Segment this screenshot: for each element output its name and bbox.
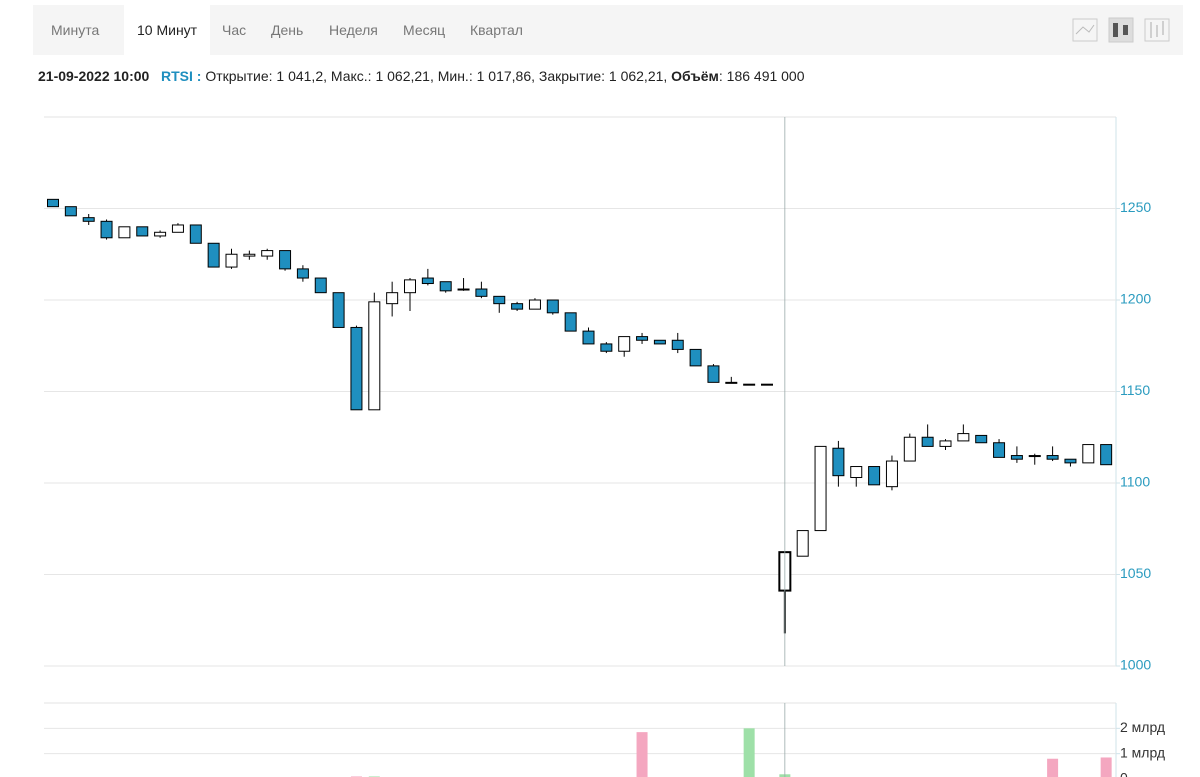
candle-body xyxy=(939,440,952,447)
info-line: 21-09-2022 10:00 RTSI : Открытие: 1 041,… xyxy=(38,68,805,84)
candle-body xyxy=(707,365,720,383)
candle-body xyxy=(832,447,845,477)
candle-body xyxy=(225,253,238,268)
candle-body xyxy=(796,530,809,557)
candle-body xyxy=(82,217,95,222)
candle-body xyxy=(725,381,738,384)
y-tick-label: 1150 xyxy=(1120,382,1150,398)
tab[interactable]: Квартал xyxy=(470,22,523,38)
candle-body xyxy=(921,436,934,447)
candle-body xyxy=(368,301,381,411)
y-tick-label: 2 млрд xyxy=(1120,719,1165,735)
candle-body xyxy=(332,292,345,328)
candle-body xyxy=(1082,444,1095,464)
candle-body xyxy=(118,226,131,239)
candle-icon[interactable] xyxy=(1108,17,1134,43)
volume-label: Объём xyxy=(671,68,719,84)
candle-body xyxy=(207,242,220,268)
candle-body xyxy=(1100,444,1113,466)
line-icon-glyph xyxy=(1075,24,1095,35)
candle-body xyxy=(903,436,916,462)
bar-icon[interactable] xyxy=(1144,18,1170,42)
candle-body xyxy=(671,339,684,350)
candle-body xyxy=(885,460,898,488)
bar-icon-glyph xyxy=(1150,21,1164,38)
candle-icon-glyph xyxy=(1113,23,1118,37)
candle-body xyxy=(600,343,613,352)
candle-body xyxy=(64,206,77,217)
candle-body xyxy=(1046,455,1059,460)
tab[interactable]: Месяц xyxy=(403,22,446,38)
candle-body xyxy=(689,348,702,367)
candle-body xyxy=(618,336,631,352)
tab[interactable]: 10 Минут xyxy=(124,5,211,55)
y-tick-label: 1000 xyxy=(1120,657,1151,673)
candle-body xyxy=(243,253,256,257)
candle-body xyxy=(528,299,541,310)
y-tick-label: 1200 xyxy=(1120,291,1151,307)
candle-body xyxy=(350,326,363,411)
tab[interactable]: Неделя xyxy=(329,22,378,38)
candle-body xyxy=(386,292,399,305)
datetime: 21-09-2022 10:00 xyxy=(38,68,150,84)
candle-body xyxy=(261,250,274,257)
candle-body xyxy=(850,466,863,479)
candle-body xyxy=(47,198,59,208)
candle-body xyxy=(404,279,416,294)
candle-body xyxy=(653,339,666,345)
toolbar xyxy=(33,5,1183,55)
ticker: RTSI : xyxy=(160,68,202,84)
y-tick-label: 1050 xyxy=(1120,565,1151,581)
candle-body xyxy=(136,226,149,237)
volume-bar xyxy=(1047,758,1059,777)
candle-body xyxy=(814,445,827,532)
candle-body xyxy=(743,383,756,386)
volume-bar xyxy=(743,728,755,777)
candle-body xyxy=(636,336,649,341)
tab[interactable]: Минута xyxy=(51,22,100,38)
candle-body xyxy=(493,295,506,305)
y-tick-label: 1 млрд xyxy=(1120,744,1165,760)
candle-body xyxy=(1064,458,1077,464)
ohlc-details: Открытие: 1 041,2, Макс.: 1 062,21, Мин.… xyxy=(205,68,668,84)
candle-body xyxy=(957,433,970,442)
view-icons xyxy=(1072,17,1170,43)
line-icon[interactable] xyxy=(1072,18,1098,42)
candle-body xyxy=(868,466,881,486)
candle-body xyxy=(1028,455,1041,458)
candle-body xyxy=(475,288,488,297)
tab[interactable]: Час xyxy=(222,22,247,38)
candle-body xyxy=(761,383,773,386)
y-tick-label: 1250 xyxy=(1120,199,1151,215)
candle-body xyxy=(564,312,577,332)
y-tick-label: 1100 xyxy=(1120,474,1150,490)
candle-body xyxy=(439,281,452,292)
candle-body xyxy=(171,224,184,233)
volume-bar xyxy=(636,732,648,777)
candle-body xyxy=(993,442,1006,458)
candle-body xyxy=(154,231,167,237)
candle-body xyxy=(296,268,309,279)
candle-body xyxy=(457,288,470,291)
candle-body xyxy=(546,299,559,314)
candle-body xyxy=(421,277,434,285)
candle-body xyxy=(511,303,524,310)
candle-body xyxy=(100,220,113,239)
volume-bar xyxy=(1100,757,1112,777)
candle-body xyxy=(314,277,327,294)
y-tick-label: 0 xyxy=(1120,770,1128,777)
candle-body xyxy=(975,434,988,444)
candle-body xyxy=(189,224,202,244)
candle-body xyxy=(582,330,595,345)
candle-body xyxy=(1010,455,1023,460)
volume-value: : 186 491 000 xyxy=(718,68,805,84)
candle-icon-glyph xyxy=(1123,25,1128,35)
candle-body xyxy=(279,250,292,270)
tab[interactable]: День xyxy=(271,22,304,38)
